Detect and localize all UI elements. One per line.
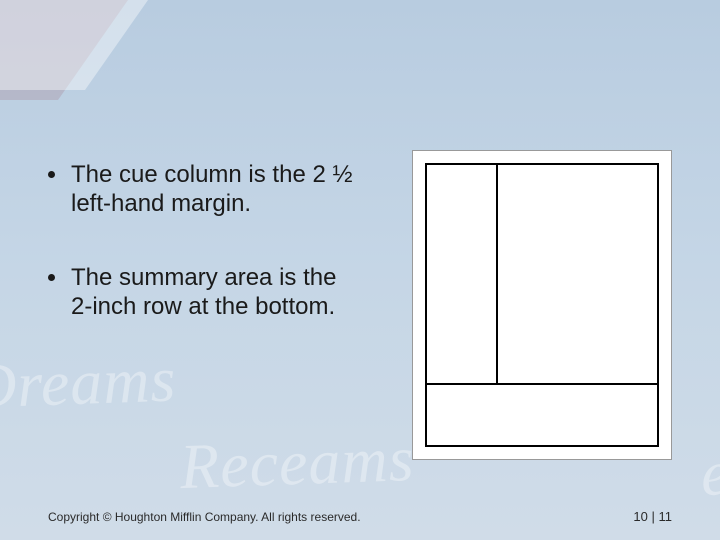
decor-stripe (0, 0, 155, 90)
page-separator: | (648, 509, 659, 524)
bullet-text: The cue column is the 2 ½ left-hand marg… (71, 160, 358, 219)
cornell-notes-diagram (412, 150, 672, 460)
page-number: 10 | 11 (633, 509, 672, 524)
decor-stripe (0, 0, 142, 100)
bullet-text: The summary area is the 2-inch row at th… (71, 263, 358, 322)
cue-column-divider (496, 165, 498, 383)
copyright-text: Copyright © Houghton Mifflin Company. Al… (48, 510, 361, 524)
list-item: The cue column is the 2 ½ left-hand marg… (48, 160, 358, 219)
summary-row-divider (427, 383, 657, 385)
page-current: 10 (633, 509, 647, 524)
bullet-list: The cue column is the 2 ½ left-hand marg… (48, 160, 358, 365)
diagram-page (425, 163, 659, 447)
watermark-text: ec (700, 435, 720, 511)
watermark-text: Receams (179, 422, 416, 504)
page-total: 11 (659, 509, 673, 524)
bullet-icon (48, 274, 55, 281)
bullet-icon (48, 171, 55, 178)
list-item: The summary area is the 2-inch row at th… (48, 263, 358, 322)
